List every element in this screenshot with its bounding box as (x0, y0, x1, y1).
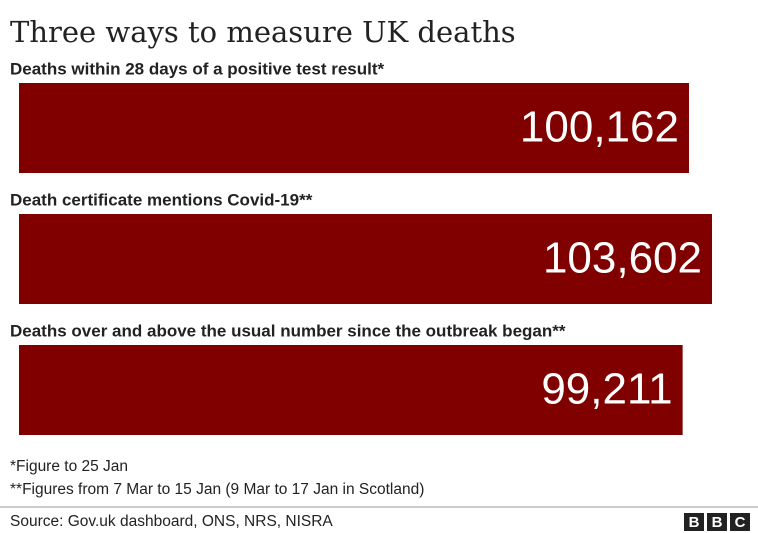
logo-box (730, 513, 750, 531)
source: Source: Gov.uk dashboard, ONS, NRS, NISR… (10, 513, 333, 530)
logo-letter: C (735, 514, 746, 531)
logo-box (707, 513, 727, 531)
logo-letter: B (689, 514, 700, 531)
logo-letter: B (712, 514, 723, 531)
bar (19, 214, 712, 304)
value-label: 103,602 (543, 234, 702, 283)
logo-box (684, 513, 704, 531)
bar (19, 345, 683, 435)
category-label: Deaths within 28 days of a positive test… (10, 59, 384, 78)
footnote: **Figures from 7 Mar to 15 Jan (9 Mar to… (10, 481, 424, 498)
category-label: Death certificate mentions Covid-19** (10, 190, 313, 209)
chart-title: Three ways to measure UK deaths (10, 15, 516, 49)
footnote: *Figure to 25 Jan (10, 458, 128, 475)
category-label: Deaths over and above the usual number s… (10, 321, 566, 340)
bar (19, 83, 689, 173)
value-label: 99,211 (541, 365, 672, 414)
value-label: 100,162 (520, 103, 679, 152)
